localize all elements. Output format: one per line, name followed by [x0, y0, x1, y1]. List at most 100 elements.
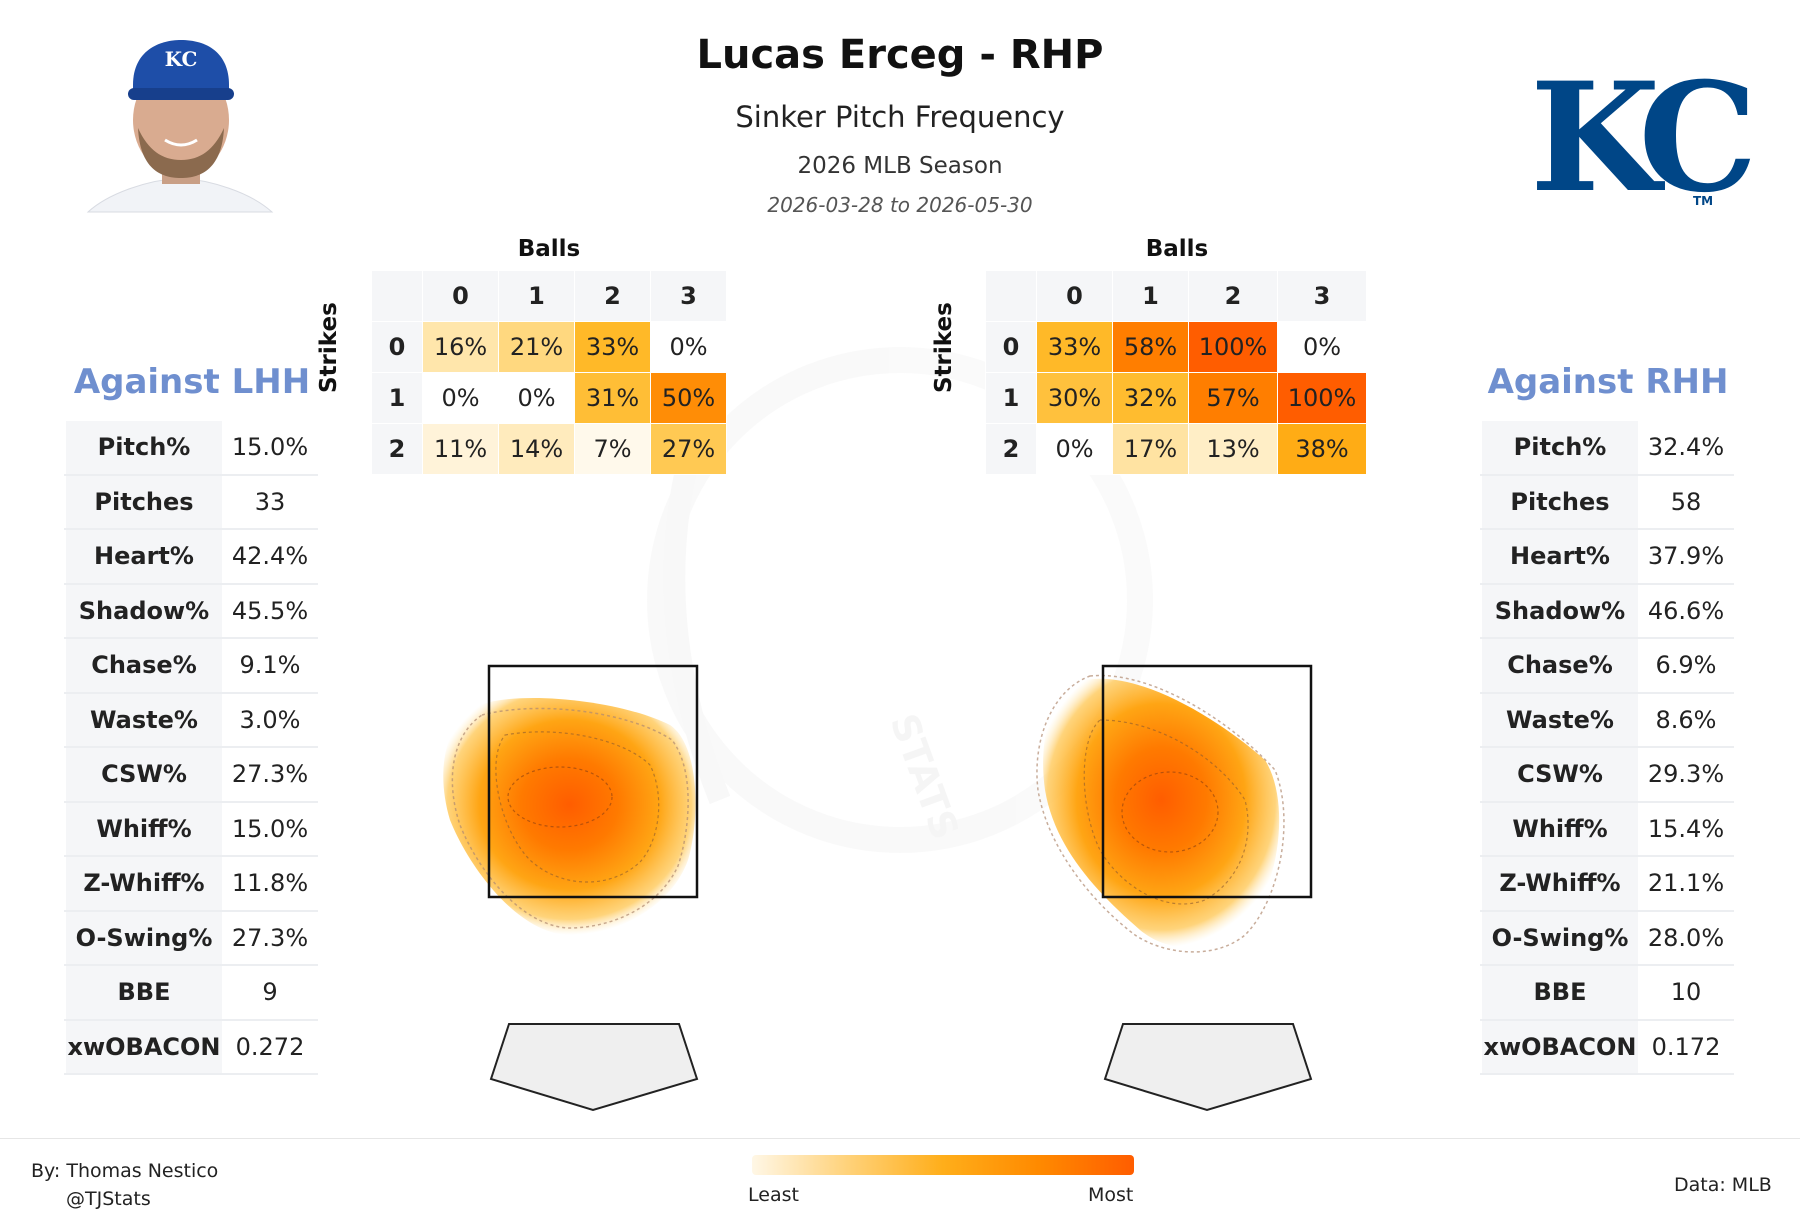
count-cell: 50%: [650, 372, 727, 424]
strikes-axis-label-rhh: Strikes: [931, 302, 957, 393]
count-cell: 38%: [1277, 423, 1367, 475]
grid-corner: [985, 270, 1037, 322]
chart-subtitle: Sinker Pitch Frequency: [735, 100, 1065, 134]
stat-name: Pitch%: [1480, 419, 1640, 476]
stat-value: 46.6%: [1638, 582, 1734, 639]
stat-row: Waste% 8.6%: [1480, 691, 1734, 748]
stat-value: 58: [1638, 473, 1734, 530]
right-hand-label: Against RHH: [1487, 362, 1729, 402]
stat-row: Pitches 33: [64, 473, 318, 530]
stat-value: 8.6%: [1638, 691, 1734, 748]
stat-value: 9.1%: [222, 637, 318, 694]
balls-axis-label-rhh: Balls: [1145, 236, 1209, 262]
stat-row: Pitch% 32.4%: [1480, 419, 1734, 476]
cap-logo-text: KC: [165, 47, 198, 71]
stat-name: BBE: [64, 964, 224, 1021]
count-cell: 16%: [422, 321, 499, 373]
grid-corner: [371, 270, 423, 322]
balls-tick-label: 0: [422, 270, 499, 322]
density-plot-rhh: [1036, 674, 1285, 953]
stat-value: 3.0%: [222, 691, 318, 748]
team-logo-text: KC: [1530, 50, 1750, 226]
stat-name: BBE: [1480, 964, 1640, 1021]
stat-row: O-Swing% 28.0%: [1480, 909, 1734, 966]
stat-name: Waste%: [1480, 691, 1640, 748]
date-range: 2026-03-28 to 2026-05-30: [767, 193, 1033, 217]
count-cell: 32%: [1112, 372, 1189, 424]
stat-value: 0.172: [1638, 1018, 1734, 1075]
count-cell: 0%: [1277, 321, 1367, 373]
balls-tick-label: 0: [1036, 270, 1113, 322]
count-cell: 11%: [422, 423, 499, 475]
author-handle: @TJStats: [66, 1188, 151, 1210]
home-plate-lhh: [489, 1023, 699, 1112]
balls-tick-label: 2: [574, 270, 651, 322]
count-cell: 27%: [650, 423, 727, 475]
strikes-tick-label: 1: [985, 372, 1037, 424]
count-cell: 33%: [574, 321, 651, 373]
stat-row: Shadow% 45.5%: [64, 582, 318, 639]
stat-row: Z-Whiff% 21.1%: [1480, 855, 1734, 912]
stat-name: CSW%: [1480, 746, 1640, 803]
left-hand-label: Against LHH: [73, 362, 311, 402]
stats-table-lhh: Pitch% 15.0% Pitches 33 Heart% 42.4% Shadow% 45…: [64, 419, 318, 1075]
strikes-axis-label-lhh: Strikes: [316, 302, 342, 393]
stat-row: Pitch% 15.0%: [64, 419, 318, 476]
stat-row: BBE 10: [1480, 964, 1734, 1021]
stat-name: Z-Whiff%: [64, 855, 224, 912]
legend-least-label: Least: [748, 1184, 799, 1206]
stat-row: xwOBACON 0.172: [1480, 1018, 1734, 1075]
stat-value: 15.0%: [222, 800, 318, 857]
count-cell: 17%: [1112, 423, 1189, 475]
count-cell: 100%: [1277, 372, 1367, 424]
stat-row: Chase% 9.1%: [64, 637, 318, 694]
count-cell: 0%: [1036, 423, 1113, 475]
count-grid-lhh: 0 1 2 3 0 16% 21% 33% 0% 1 0% 0% 31% 50% 2 11% 14% 7% 27%: [371, 270, 727, 475]
count-grid-rhh: 0 1 2 3 0 33% 58% 100% 0% 1 30% 32% 57% 100% 2 0% 17% 13%…: [985, 270, 1367, 475]
stat-row: Whiff% 15.4%: [1480, 800, 1734, 857]
stat-name: Chase%: [64, 637, 224, 694]
balls-tick-label: 1: [498, 270, 575, 322]
balls-axis-label-lhh: Balls: [517, 236, 581, 262]
stat-value: 28.0%: [1638, 909, 1734, 966]
stat-value: 42.4%: [222, 528, 318, 585]
density-plot-lhh: [443, 697, 696, 935]
stat-value: 33: [222, 473, 318, 530]
balls-tick-label: 3: [1277, 270, 1367, 322]
stat-value: 6.9%: [1638, 637, 1734, 694]
stat-value: 10: [1638, 964, 1734, 1021]
count-cell: 7%: [574, 423, 651, 475]
stat-name: Chase%: [1480, 637, 1640, 694]
stat-name: CSW%: [64, 746, 224, 803]
stat-name: O-Swing%: [64, 909, 224, 966]
strikes-tick-label: 1: [371, 372, 423, 424]
stat-name: Z-Whiff%: [1480, 855, 1640, 912]
stat-value: 9: [222, 964, 318, 1021]
stat-row: Heart% 42.4%: [64, 528, 318, 585]
home-plate-rhh: [1103, 1023, 1313, 1112]
stat-value: 32.4%: [1638, 419, 1734, 476]
footer-divider: [0, 1138, 1800, 1139]
strikes-tick-label: 0: [985, 321, 1037, 373]
color-legend-bar: [752, 1155, 1134, 1175]
stat-row: BBE 9: [64, 964, 318, 1021]
stat-value: 0.272: [222, 1018, 318, 1075]
team-logo: KC TM: [1530, 50, 1768, 226]
stat-row: Chase% 6.9%: [1480, 637, 1734, 694]
season-label: 2026 MLB Season: [797, 153, 1003, 179]
stat-row: CSW% 27.3%: [64, 746, 318, 803]
stat-name: Heart%: [64, 528, 224, 585]
stat-value: 37.9%: [1638, 528, 1734, 585]
count-cell: 21%: [498, 321, 575, 373]
strikes-tick-label: 2: [985, 423, 1037, 475]
strikes-tick-label: 0: [371, 321, 423, 373]
strikes-tick-label: 2: [371, 423, 423, 475]
count-cell: 14%: [498, 423, 575, 475]
stat-name: Heart%: [1480, 528, 1640, 585]
stat-name: xwOBACON: [1480, 1018, 1640, 1075]
stat-row: Z-Whiff% 11.8%: [64, 855, 318, 912]
stat-row: Heart% 37.9%: [1480, 528, 1734, 585]
stat-row: CSW% 29.3%: [1480, 746, 1734, 803]
count-cell: 33%: [1036, 321, 1113, 373]
